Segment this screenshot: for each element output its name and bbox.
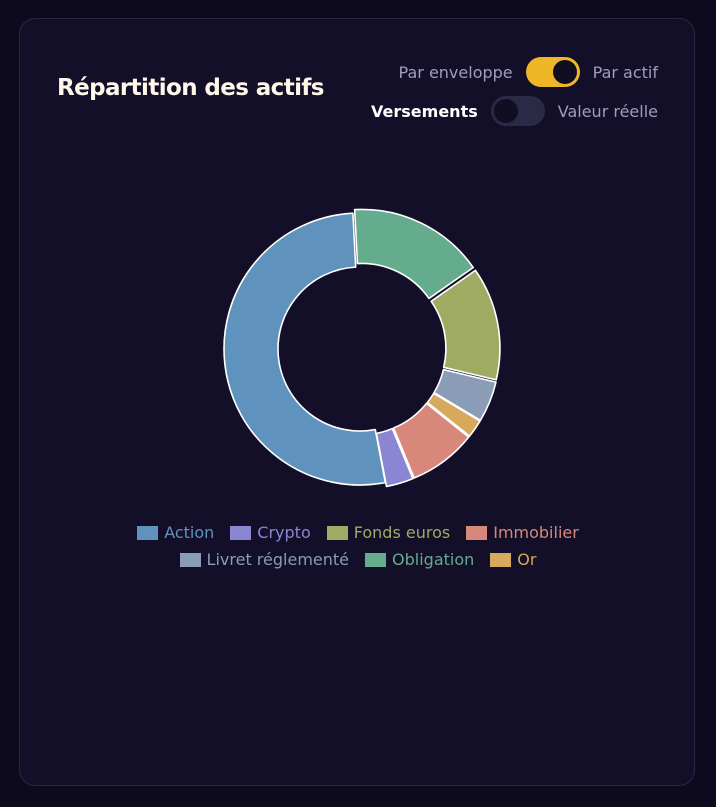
legend-item-immobilier[interactable]: Immobilier xyxy=(466,523,579,542)
view-mode-switch[interactable] xyxy=(525,57,580,87)
slice-obligation[interactable] xyxy=(353,208,475,300)
toggle-left-label-deposits[interactable]: Versements xyxy=(371,101,478,121)
slice-action[interactable] xyxy=(223,212,387,486)
value-mode-toggle-row: Versements Valeur réelle xyxy=(371,96,658,126)
legend-item-fonds-euros[interactable]: Fonds euros xyxy=(326,523,451,542)
legend-swatch xyxy=(179,552,201,567)
legend-label: Livret réglementé xyxy=(206,550,350,569)
legend-swatch xyxy=(466,525,488,540)
legend-item-action[interactable]: Action xyxy=(137,523,214,542)
legend-item-or[interactable]: Or xyxy=(490,550,536,569)
view-mode-toggle-row: Par enveloppe Par actif xyxy=(399,57,658,87)
legend-label: Action xyxy=(164,523,215,542)
slice-livret-reglemente[interactable] xyxy=(433,368,497,422)
legend-swatch xyxy=(490,552,512,567)
toggle-right-label-asset[interactable]: Par actif xyxy=(592,62,658,82)
legend-label: Immobilier xyxy=(493,523,579,542)
legend-label: Crypto xyxy=(257,523,311,542)
toggle-right-label-real-value[interactable]: Valeur réelle xyxy=(557,101,658,121)
legend-swatch xyxy=(326,525,348,540)
toggle-left-label-envelope[interactable]: Par enveloppe xyxy=(398,62,513,82)
legend-label: Obligation xyxy=(392,550,475,569)
slice-immobilier[interactable] xyxy=(392,402,470,479)
legend-label: Fonds euros xyxy=(353,523,451,542)
asset-allocation-card: Répartition des actifs Par enveloppe Par… xyxy=(19,18,695,786)
value-mode-switch[interactable] xyxy=(490,96,545,126)
switch-knob xyxy=(552,60,577,84)
legend-item-crypto[interactable]: Crypto xyxy=(230,523,311,542)
slice-or[interactable] xyxy=(426,392,481,437)
slice-fonds-euros[interactable] xyxy=(430,269,501,381)
switch-knob xyxy=(493,99,518,123)
legend-swatch xyxy=(365,552,387,567)
legend-swatch xyxy=(230,525,252,540)
chart-legend-row-1: Action Crypto Fonds euros Immobilier xyxy=(80,523,636,542)
legend-item-livret-reglemente[interactable]: Livret réglementé xyxy=(179,550,350,569)
legend-swatch xyxy=(137,525,159,540)
chart-legend-row-2: Livret réglementé Obligation Or xyxy=(80,550,636,569)
card-title: Répartition des actifs xyxy=(57,75,324,101)
donut-chart xyxy=(223,208,501,488)
legend-label: Or xyxy=(517,550,537,569)
legend-item-obligation[interactable]: Obligation xyxy=(365,550,474,569)
